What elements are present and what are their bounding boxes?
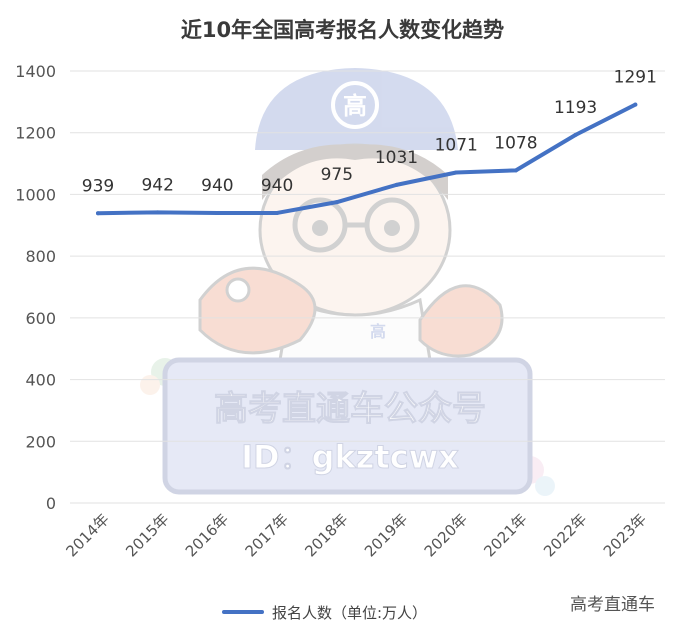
series-layer [96, 102, 638, 216]
data-labels: 939 942 940 940 975 1031 1071 1078 1193 1291 [82, 68, 657, 197]
y-axis-tick-labels: 0 200 400 600 800 1000 1200 1400 [15, 62, 56, 513]
data-point [275, 210, 280, 215]
data-label: 942 [141, 175, 173, 195]
x-tick-label: 2022年 [540, 510, 590, 560]
data-point [215, 210, 220, 215]
data-label: 939 [82, 176, 114, 196]
chart-title: 近10年全国高考报名人数变化趋势 [180, 18, 505, 42]
y-tick-label: 1400 [15, 62, 56, 81]
y-tick-label: 200 [25, 432, 56, 451]
watermark-line1: 高考直通车公众号 [214, 389, 486, 429]
x-tick-label: 2014年 [62, 510, 112, 560]
y-tick-label: 1200 [15, 124, 56, 143]
data-point [573, 132, 578, 137]
watermark-mascot-icon: 高 高 高考直通车公众号 [140, 68, 555, 496]
x-tick-label: 2019年 [361, 510, 411, 560]
data-point [334, 200, 339, 205]
legend: 报名人数（单位:万人） [222, 604, 427, 622]
watermark-line2: ID：gkztcwx [241, 438, 459, 476]
data-point [394, 182, 399, 187]
data-point [96, 211, 100, 216]
x-tick-label: 2023年 [600, 510, 650, 560]
x-tick-label: 2021年 [480, 510, 530, 560]
y-tick-label: 400 [25, 371, 56, 390]
y-tick-label: 0 [46, 494, 56, 513]
watermark-cap-char: 高 [343, 92, 367, 120]
data-label: 1031 [375, 148, 418, 168]
data-label: 940 [201, 176, 233, 196]
data-point [513, 168, 518, 173]
data-label: 1291 [614, 68, 657, 88]
x-axis-tick-labels: 2014年 2015年 2016年 2017年 2018年 2019年 2020年 2021年… [62, 510, 650, 560]
x-tick-label: 2020年 [421, 510, 471, 560]
x-tick-label: 2016年 [182, 510, 232, 560]
data-label: 1078 [494, 133, 537, 153]
data-point [633, 102, 638, 107]
y-tick-label: 1000 [15, 185, 56, 204]
legend-label: 报名人数（单位:万人） [272, 604, 427, 622]
x-tick-label: 2018年 [301, 510, 351, 560]
data-label: 1071 [435, 136, 478, 156]
data-label: 975 [321, 165, 353, 185]
data-point [454, 170, 459, 175]
x-tick-label: 2017年 [242, 510, 292, 560]
series-line [96, 102, 638, 216]
data-label: 940 [261, 176, 293, 196]
credit-text: 高考直通车 [570, 595, 655, 615]
x-tick-label: 2015年 [122, 510, 172, 560]
data-point [155, 210, 160, 215]
y-tick-label: 600 [25, 309, 56, 328]
y-tick-label: 800 [25, 247, 56, 266]
data-label: 1193 [554, 98, 597, 118]
watermark-shirt-char: 高 [370, 322, 386, 341]
